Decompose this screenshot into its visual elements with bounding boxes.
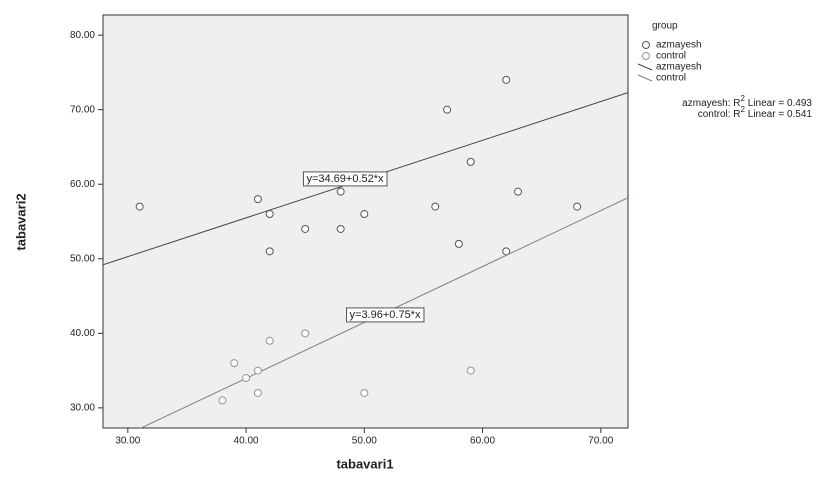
y-tick-label: 50.00: [70, 253, 95, 264]
data-point: [574, 203, 581, 210]
fit-equation: y=34.69+0.52*x: [306, 173, 384, 185]
data-point: [302, 330, 309, 337]
data-point: [266, 337, 273, 344]
x-tick-label: 60.00: [470, 436, 495, 447]
legend-title: group: [652, 21, 678, 32]
data-point: [467, 158, 474, 165]
y-tick-label: 80.00: [70, 30, 95, 41]
x-tick-label: 30.00: [115, 436, 140, 447]
data-point: [266, 211, 273, 218]
x-tick-label: 70.00: [588, 436, 613, 447]
r2-label: azmayesh: R2 Linear = 0.493: [682, 94, 812, 109]
data-point: [361, 211, 368, 218]
plot-area: [103, 15, 628, 428]
y-tick-label: 70.00: [70, 104, 95, 115]
data-point: [515, 188, 522, 195]
data-point: [467, 367, 474, 374]
x-axis-title: tabavari1: [336, 456, 393, 471]
r2-part: 0.493: [787, 98, 812, 109]
y-axis-title: tabavari2: [13, 193, 28, 250]
legend-label: azmayesh: [656, 40, 702, 51]
data-point: [254, 389, 261, 396]
r2-part: azmayesh: R: [682, 98, 740, 109]
legend-marker: [643, 53, 650, 60]
y-tick-label: 40.00: [70, 328, 95, 339]
data-point: [219, 397, 226, 404]
data-point: [361, 389, 368, 396]
x-tick-label: 40.00: [234, 436, 259, 447]
data-point: [432, 203, 439, 210]
legend-label: control: [656, 73, 686, 84]
data-point: [302, 225, 309, 232]
r2-part: control: R: [698, 109, 741, 120]
legend-label: control: [656, 51, 686, 62]
legend-label: azmayesh: [656, 62, 702, 73]
y-tick-label: 30.00: [70, 403, 95, 414]
chart: tabavari1 tabavari2 group 30.00 40.00 50.0…: [0, 0, 823, 481]
data-point: [136, 203, 143, 210]
data-point: [231, 360, 238, 367]
legend-line: [638, 64, 652, 70]
r2-part: Linear =: [745, 98, 787, 109]
data-point: [243, 375, 250, 382]
data-point: [337, 225, 344, 232]
r2-part: 0.541: [787, 109, 812, 120]
data-point: [266, 248, 273, 255]
y-tick-label: 60.00: [70, 179, 95, 190]
data-point: [254, 367, 261, 374]
data-point: [444, 106, 451, 113]
r2-part: Linear =: [745, 109, 787, 120]
legend-marker: [643, 42, 650, 49]
data-point: [455, 240, 462, 247]
x-tick-label: 50.00: [352, 436, 377, 447]
data-point: [254, 196, 261, 203]
fit-equation: y=3.96+0.75*x: [350, 309, 421, 321]
data-point: [337, 188, 344, 195]
legend-line: [638, 75, 652, 81]
data-point: [503, 76, 510, 83]
